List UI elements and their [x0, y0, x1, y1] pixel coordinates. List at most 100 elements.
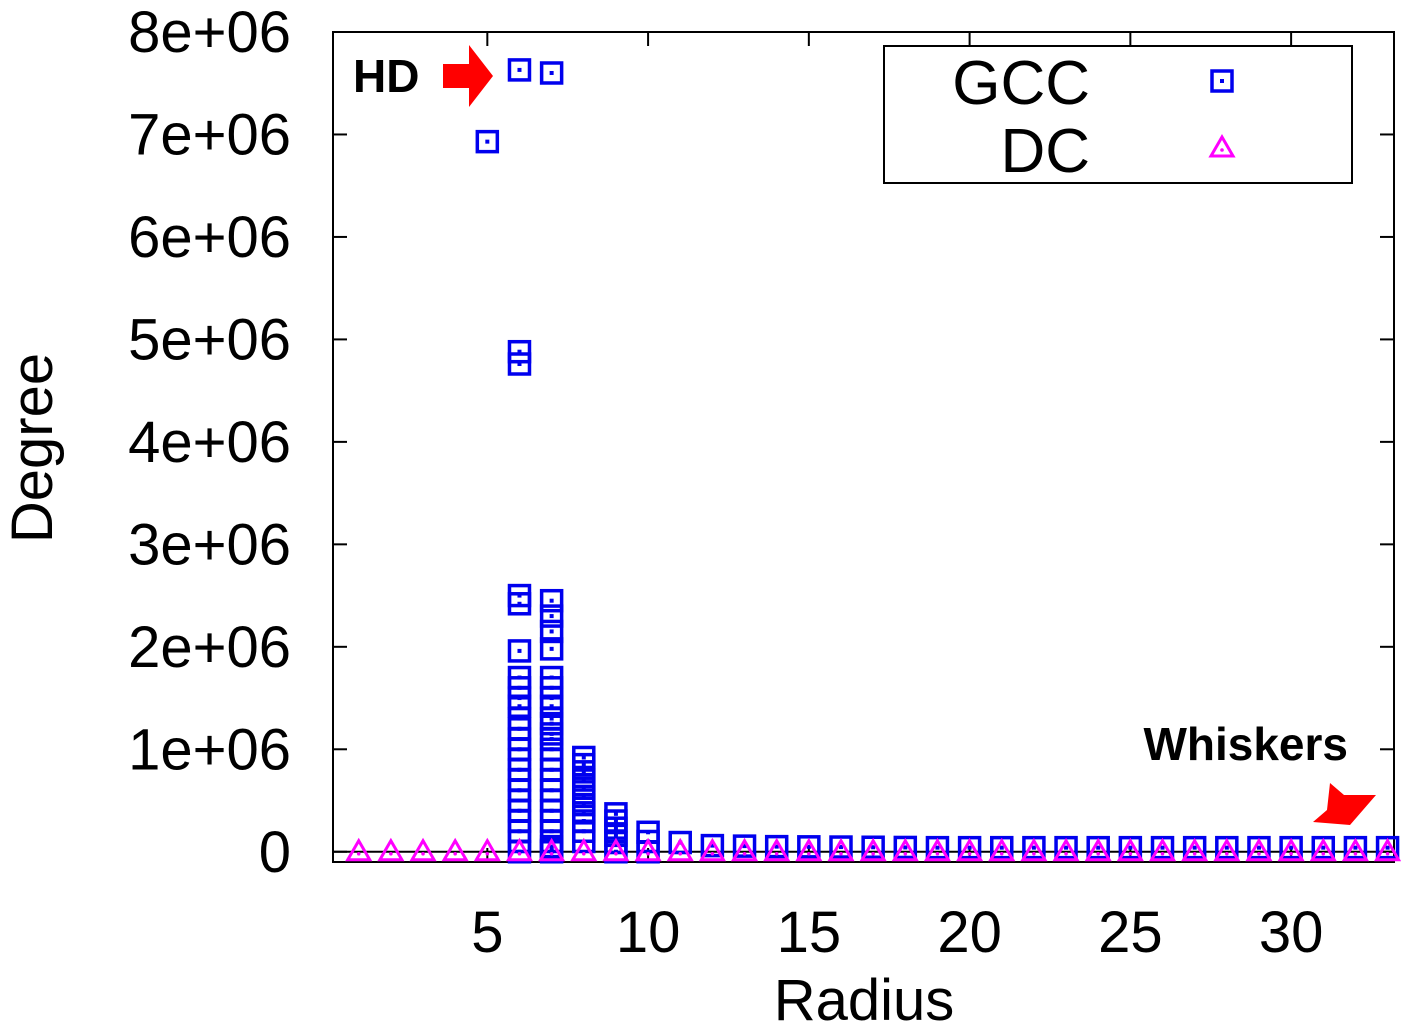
gcc-point — [893, 835, 918, 860]
dc-point — [473, 837, 501, 862]
gcc-point — [861, 835, 885, 859]
gcc-point-dot — [581, 778, 586, 783]
gcc-point-dot — [517, 362, 522, 366]
dc-point — [1116, 837, 1144, 862]
legend-box — [883, 45, 1353, 184]
gcc-point-dot — [549, 704, 554, 709]
gcc-point-dot — [1289, 845, 1294, 850]
gcc-point — [507, 639, 532, 663]
gcc-point — [925, 835, 950, 860]
gcc-point-dot — [1128, 845, 1133, 850]
gcc-point-dot — [517, 349, 522, 354]
gcc-point — [572, 829, 596, 854]
gcc-point — [957, 835, 982, 860]
dc-point — [1245, 837, 1273, 862]
dc-point-dot — [1128, 851, 1133, 856]
dc-point-dot — [1353, 851, 1358, 856]
gcc-point-dot — [581, 810, 586, 815]
dc-point — [763, 837, 791, 862]
gcc-point — [990, 835, 1014, 860]
dc-point — [441, 837, 469, 862]
dc-point — [827, 837, 855, 862]
legend-marker-dc — [1208, 134, 1236, 158]
gcc-point-dot — [935, 845, 940, 850]
gcc-point — [539, 61, 564, 85]
gcc-point — [507, 592, 532, 616]
whiskers-arrow-icon — [1313, 783, 1376, 825]
dc-point — [377, 837, 405, 862]
gcc-point-dot — [967, 845, 972, 850]
gcc-point-dot — [517, 593, 522, 598]
gcc-point-dot — [1160, 845, 1165, 850]
dc-point-dot — [1096, 851, 1101, 856]
gcc-point-dot — [549, 598, 554, 603]
gcc-point — [1022, 835, 1046, 860]
dc-point — [859, 837, 887, 862]
x-tick-label: 20 — [937, 900, 1002, 965]
dc-point — [1213, 837, 1241, 862]
gcc-point — [507, 58, 532, 82]
y-tick-label: 3e+06 — [128, 512, 291, 577]
gcc-point — [1215, 835, 1239, 860]
gcc-point — [764, 834, 789, 859]
dc-point — [570, 837, 598, 862]
dc-point — [666, 837, 694, 862]
dc-point-dot — [1225, 851, 1229, 856]
gcc-point-dot — [1031, 845, 1036, 850]
dc-point — [1020, 837, 1048, 862]
gcc-point-dot — [613, 833, 618, 838]
gcc-point — [539, 619, 564, 644]
dc-point-dot — [517, 851, 522, 856]
gcc-point — [539, 694, 564, 718]
gcc-point-dot — [710, 843, 715, 848]
dc-point-dot — [1032, 851, 1036, 856]
gcc-point-dot — [1385, 845, 1390, 850]
gcc-point — [507, 339, 532, 364]
gcc-point-dot — [1064, 845, 1069, 850]
dc-point-dot — [1385, 851, 1390, 856]
annotation-hd: HD — [353, 50, 419, 102]
gcc-point-dot — [774, 844, 779, 849]
gcc-point — [1279, 835, 1303, 860]
gcc-point-dot — [549, 629, 554, 634]
dc-point — [1373, 837, 1401, 862]
dc-point — [698, 837, 726, 862]
y-tick-label: 5e+06 — [128, 307, 291, 372]
dc-point-dot — [356, 851, 361, 856]
dc-point-dot — [1321, 851, 1326, 856]
gcc-point-dot — [549, 70, 554, 75]
x-tick-label: 25 — [1098, 900, 1163, 965]
dc-point-dot — [1257, 851, 1261, 856]
plot-frame — [332, 31, 1395, 863]
dc-point-dot — [389, 851, 393, 856]
dc-point — [1052, 837, 1080, 862]
gcc-point-dot — [1224, 845, 1229, 850]
gcc-point-dot — [549, 696, 554, 701]
gcc-point-dot — [1256, 845, 1261, 850]
y-tick-label: 7e+06 — [128, 102, 291, 167]
gcc-point — [1118, 835, 1143, 860]
gcc-point-dot — [549, 844, 554, 849]
data-points — [345, 58, 1401, 864]
gcc-point-dot — [1353, 845, 1358, 850]
dc-point — [345, 837, 373, 862]
gcc-point-dot — [549, 716, 554, 721]
legend-marker-gcc — [1210, 69, 1234, 93]
gcc-point — [1054, 835, 1078, 860]
gcc-point-dot — [1192, 845, 1197, 850]
y-tick-label: 6e+06 — [128, 205, 291, 270]
dc-point — [1309, 837, 1337, 862]
gcc-point — [539, 604, 564, 628]
dc-point — [988, 837, 1016, 862]
gcc-point-dot — [581, 802, 586, 807]
legend-marker-dc-dot — [1220, 148, 1224, 152]
dc-point-dot — [1064, 851, 1068, 856]
legend-label-gcc: GCC — [952, 49, 1090, 118]
dc-point-dot — [453, 851, 457, 856]
gcc-point — [539, 588, 564, 613]
gcc-point — [1311, 835, 1336, 860]
gcc-point-dot — [613, 811, 618, 816]
